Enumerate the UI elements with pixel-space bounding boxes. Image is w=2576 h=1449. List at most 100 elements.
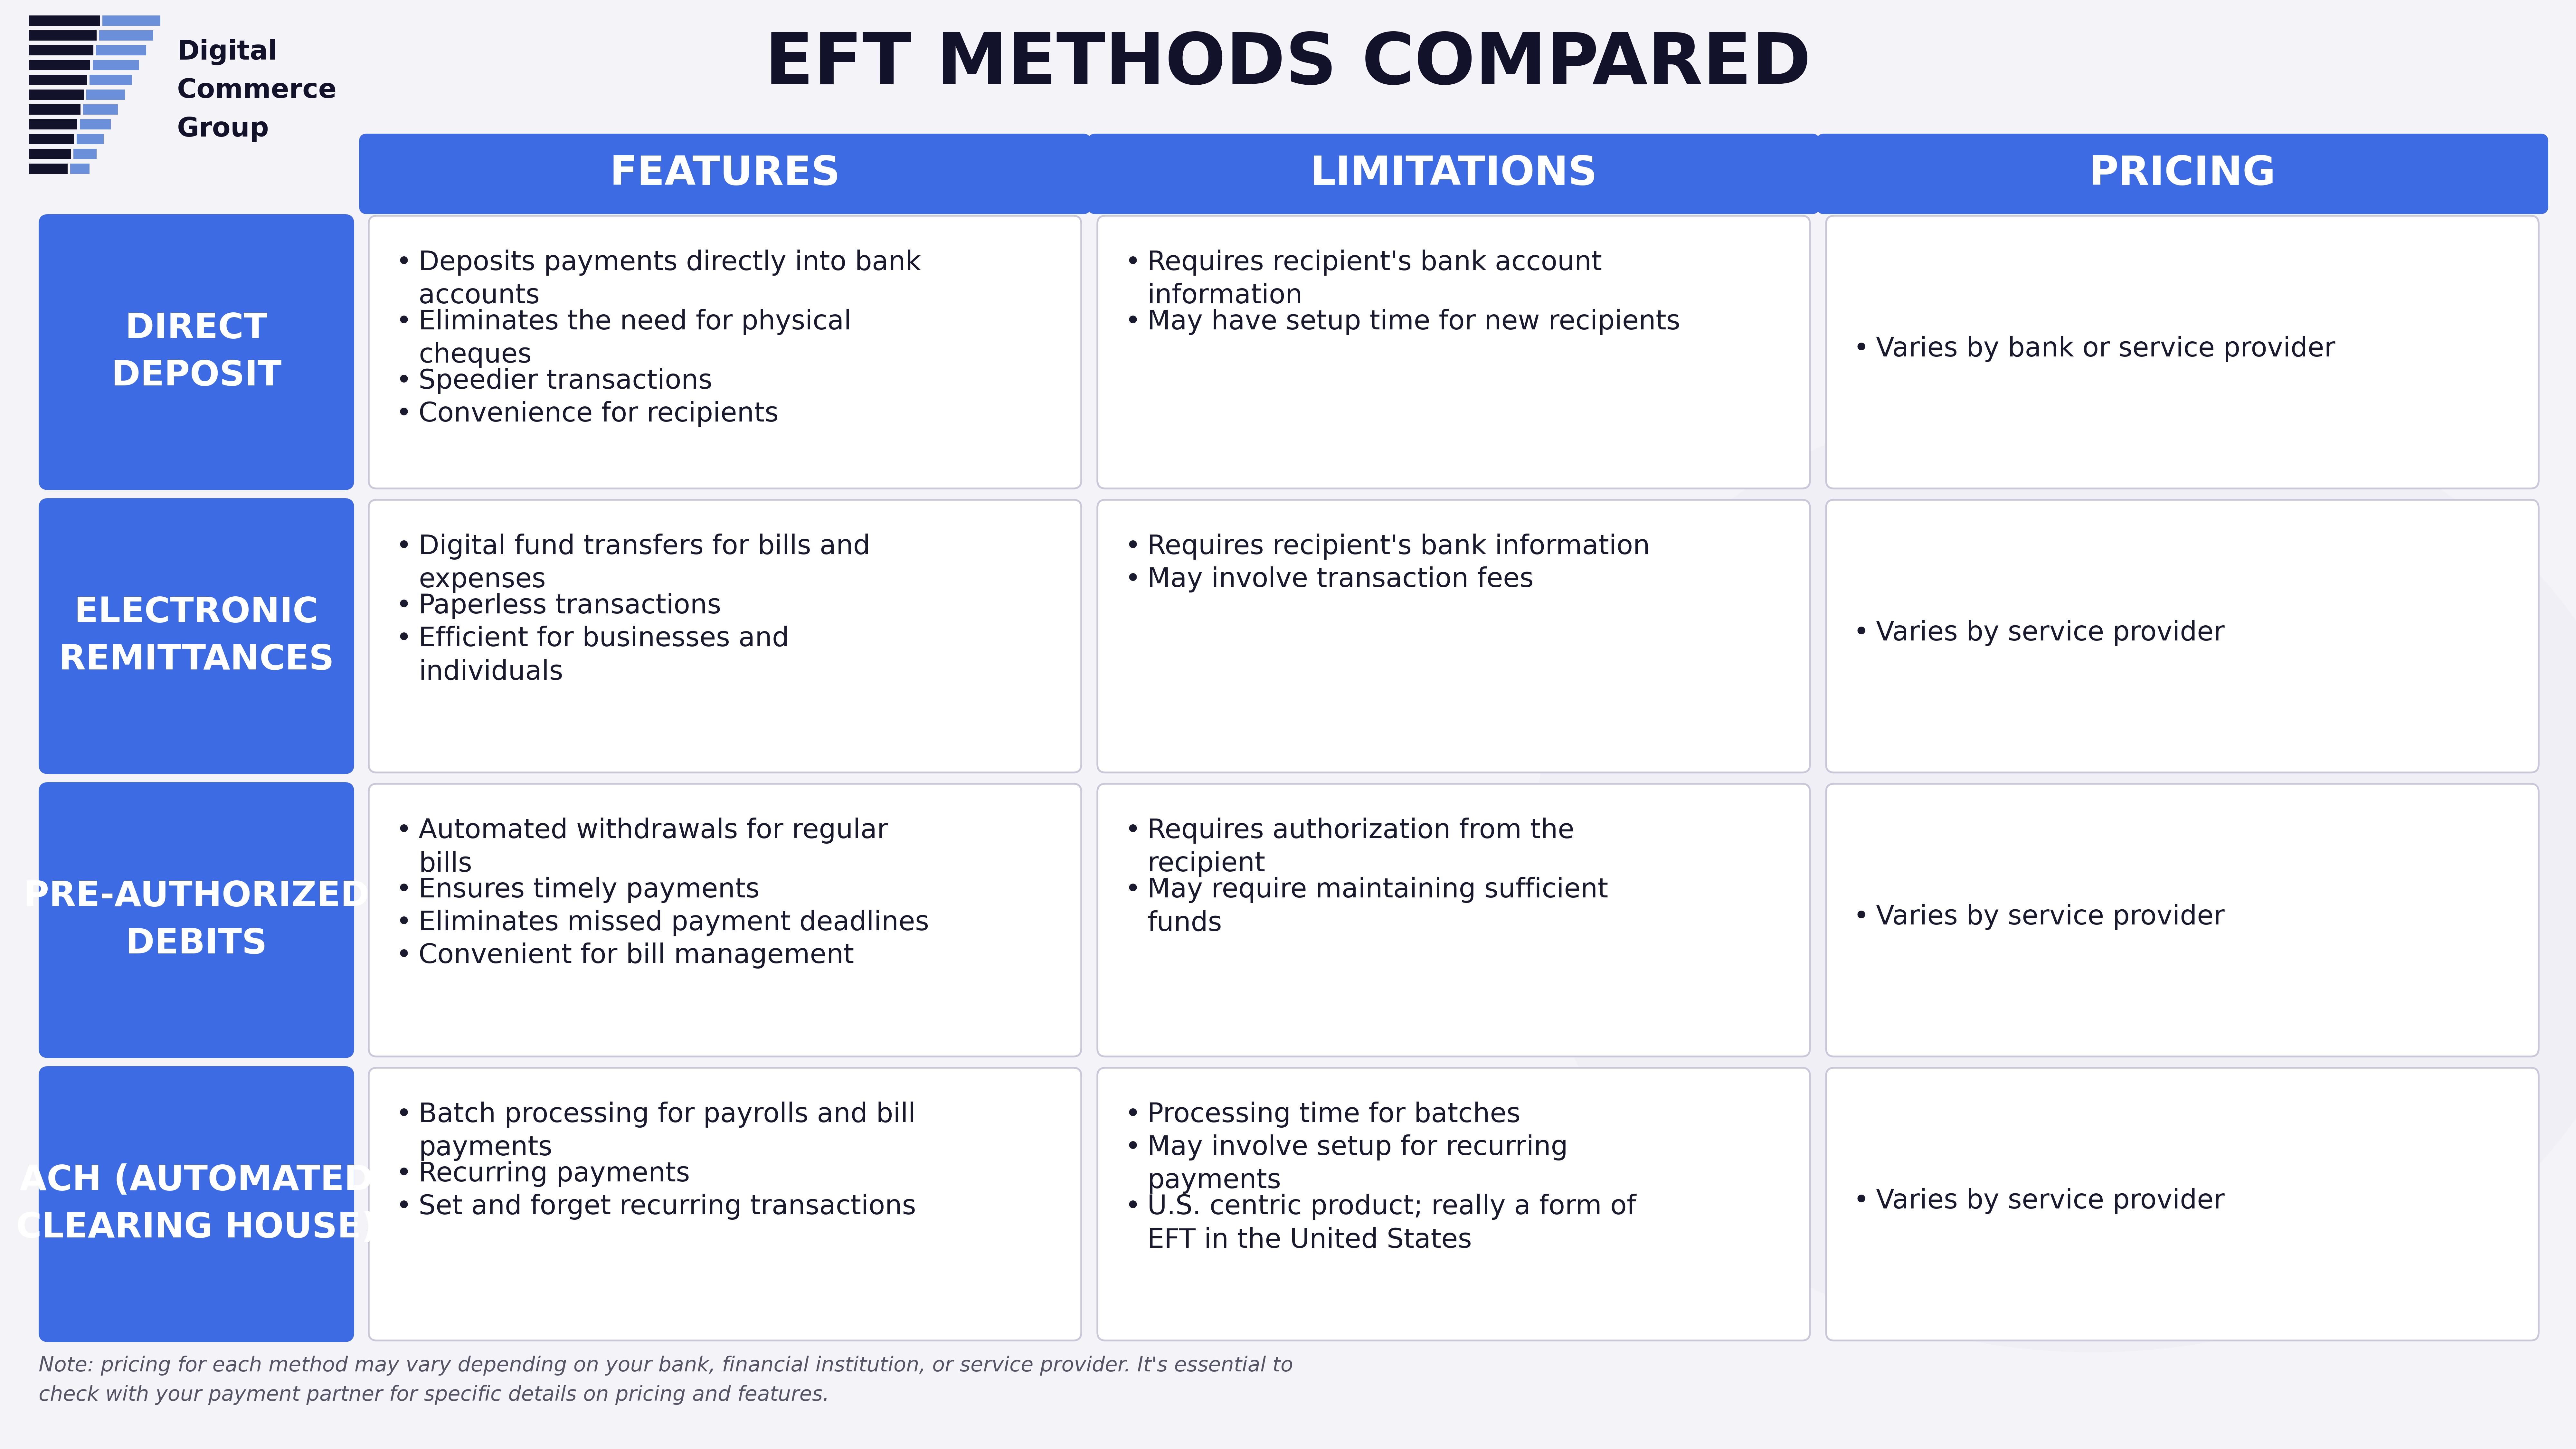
Text: •: • xyxy=(1126,249,1141,275)
Text: May require maintaining sufficient
funds: May require maintaining sufficient funds xyxy=(1146,877,1607,936)
Text: •: • xyxy=(1126,533,1141,559)
Text: •: • xyxy=(397,249,412,275)
Bar xyxy=(28,90,82,100)
Text: Speedier transactions: Speedier transactions xyxy=(417,368,714,394)
Text: May involve transaction fees: May involve transaction fees xyxy=(1146,567,1533,593)
Bar xyxy=(28,149,72,159)
Text: May have setup time for new recipients: May have setup time for new recipients xyxy=(1146,309,1680,335)
Text: Convenient for bill management: Convenient for bill management xyxy=(417,942,855,968)
Text: FEATURES: FEATURES xyxy=(611,155,840,193)
Bar xyxy=(28,119,77,129)
Text: Varies by bank or service provider: Varies by bank or service provider xyxy=(1875,336,2336,362)
Text: Varies by service provider: Varies by service provider xyxy=(1875,904,2226,930)
Text: •: • xyxy=(397,401,412,427)
Text: ACH (AUTOMATED
CLEARING HOUSE): ACH (AUTOMATED CLEARING HOUSE) xyxy=(15,1164,376,1245)
Bar xyxy=(72,149,98,159)
Text: Digital fund transfers for bills and
expenses: Digital fund transfers for bills and exp… xyxy=(417,533,871,593)
FancyBboxPatch shape xyxy=(368,500,1082,772)
FancyBboxPatch shape xyxy=(1816,133,2548,214)
Bar xyxy=(82,104,118,114)
Text: •: • xyxy=(397,1194,412,1220)
Text: •: • xyxy=(1855,1188,1870,1214)
Ellipse shape xyxy=(1530,387,2576,1352)
FancyBboxPatch shape xyxy=(1097,216,1811,488)
Text: •: • xyxy=(397,817,412,843)
Text: •: • xyxy=(1126,817,1141,843)
Text: Paperless transactions: Paperless transactions xyxy=(417,593,721,619)
Text: U.S. centric product; really a form of
EFT in the United States: U.S. centric product; really a form of E… xyxy=(1146,1194,1636,1253)
FancyBboxPatch shape xyxy=(368,784,1082,1056)
Text: •: • xyxy=(1855,904,1870,930)
Text: •: • xyxy=(1855,336,1870,362)
Text: Digital: Digital xyxy=(178,39,278,65)
FancyBboxPatch shape xyxy=(1087,133,1819,214)
Text: •: • xyxy=(1126,309,1141,335)
Text: •: • xyxy=(397,626,412,652)
Bar xyxy=(103,16,160,26)
Text: •: • xyxy=(1126,1194,1141,1220)
Text: Eliminates the need for physical
cheques: Eliminates the need for physical cheques xyxy=(417,309,853,368)
FancyBboxPatch shape xyxy=(1097,1068,1811,1340)
Text: Eliminates missed payment deadlines: Eliminates missed payment deadlines xyxy=(417,910,930,936)
FancyBboxPatch shape xyxy=(368,1068,1082,1340)
FancyBboxPatch shape xyxy=(39,1066,355,1342)
FancyBboxPatch shape xyxy=(39,782,355,1058)
Bar xyxy=(93,59,139,70)
Text: •: • xyxy=(1126,877,1141,903)
Text: •: • xyxy=(1126,567,1141,593)
FancyBboxPatch shape xyxy=(39,498,355,774)
Text: PRE-AUTHORIZED
DEBITS: PRE-AUTHORIZED DEBITS xyxy=(23,880,368,961)
FancyBboxPatch shape xyxy=(1826,1068,2540,1340)
Text: Processing time for batches: Processing time for batches xyxy=(1146,1101,1520,1127)
FancyBboxPatch shape xyxy=(1826,784,2540,1056)
Bar xyxy=(70,164,90,174)
Bar xyxy=(28,104,80,114)
Text: •: • xyxy=(397,368,412,394)
Bar xyxy=(90,75,131,85)
Text: Varies by service provider: Varies by service provider xyxy=(1875,1188,2226,1214)
Text: •: • xyxy=(397,910,412,936)
Text: •: • xyxy=(397,1161,412,1187)
Text: Automated withdrawals for regular
bills: Automated withdrawals for regular bills xyxy=(417,817,889,877)
Text: •: • xyxy=(397,533,412,559)
Text: Requires recipient's bank information: Requires recipient's bank information xyxy=(1146,533,1651,559)
Text: Recurring payments: Recurring payments xyxy=(417,1161,690,1187)
Text: Efficient for businesses and
individuals: Efficient for businesses and individuals xyxy=(417,626,788,685)
Text: •: • xyxy=(397,942,412,968)
Text: ELECTRONIC
REMITTANCES: ELECTRONIC REMITTANCES xyxy=(59,596,335,677)
Text: DIRECT
DEPOSIT: DIRECT DEPOSIT xyxy=(111,312,281,393)
Text: Group: Group xyxy=(178,116,268,142)
Text: •: • xyxy=(397,593,412,619)
Text: •: • xyxy=(1126,1135,1141,1161)
FancyBboxPatch shape xyxy=(1826,216,2540,488)
Bar xyxy=(80,119,111,129)
Text: May involve setup for recurring
payments: May involve setup for recurring payments xyxy=(1146,1135,1569,1194)
Text: Varies by service provider: Varies by service provider xyxy=(1875,620,2226,646)
Text: •: • xyxy=(1855,620,1870,646)
Bar xyxy=(28,59,90,70)
Bar xyxy=(28,16,100,26)
Bar xyxy=(28,30,98,41)
Text: Convenience for recipients: Convenience for recipients xyxy=(417,401,778,427)
Bar xyxy=(28,133,75,145)
Bar xyxy=(95,45,147,55)
FancyBboxPatch shape xyxy=(1826,500,2540,772)
Text: PRICING: PRICING xyxy=(2089,155,2275,193)
Text: Note: pricing for each method may vary depending on your bank, financial institu: Note: pricing for each method may vary d… xyxy=(39,1356,1293,1406)
Text: •: • xyxy=(1126,1101,1141,1127)
Bar xyxy=(77,133,103,145)
Text: Requires recipient's bank account
information: Requires recipient's bank account inform… xyxy=(1146,249,1602,309)
FancyBboxPatch shape xyxy=(368,216,1082,488)
Text: •: • xyxy=(397,877,412,903)
Text: Requires authorization from the
recipient: Requires authorization from the recipien… xyxy=(1146,817,1574,877)
Text: Commerce: Commerce xyxy=(178,77,337,103)
Bar xyxy=(28,45,93,55)
Text: •: • xyxy=(397,309,412,335)
FancyBboxPatch shape xyxy=(1097,500,1811,772)
Bar xyxy=(28,75,88,85)
FancyBboxPatch shape xyxy=(358,133,1092,214)
Text: •: • xyxy=(397,1101,412,1127)
Text: Set and forget recurring transactions: Set and forget recurring transactions xyxy=(417,1194,917,1220)
Bar xyxy=(28,164,67,174)
FancyBboxPatch shape xyxy=(39,214,355,490)
